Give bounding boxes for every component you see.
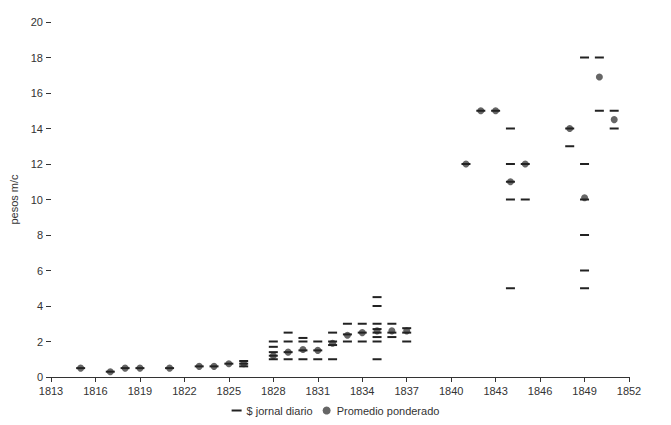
- svg-text:18: 18: [31, 52, 43, 64]
- svg-text:10: 10: [31, 194, 43, 206]
- svg-text:1846: 1846: [528, 385, 552, 397]
- svg-text:4: 4: [37, 300, 43, 312]
- svg-text:1852: 1852: [617, 385, 641, 397]
- svg-text:1849: 1849: [572, 385, 596, 397]
- svg-text:12: 12: [31, 158, 43, 170]
- svg-text:Promedio ponderado: Promedio ponderado: [337, 405, 440, 417]
- svg-text:1843: 1843: [483, 385, 507, 397]
- svg-text:1831: 1831: [306, 385, 330, 397]
- svg-text:14: 14: [31, 123, 43, 135]
- svg-text:1837: 1837: [394, 385, 418, 397]
- svg-text:1819: 1819: [128, 385, 152, 397]
- svg-text:8: 8: [37, 229, 43, 241]
- svg-text:0: 0: [37, 371, 43, 383]
- svg-text:2: 2: [37, 336, 43, 348]
- svg-text:1813: 1813: [39, 385, 63, 397]
- svg-text:16: 16: [31, 87, 43, 99]
- svg-text:6: 6: [37, 265, 43, 277]
- svg-text:1834: 1834: [350, 385, 374, 397]
- svg-text:1840: 1840: [439, 385, 463, 397]
- svg-text:20: 20: [31, 16, 43, 28]
- svg-text:1825: 1825: [217, 385, 241, 397]
- svg-text:1816: 1816: [83, 385, 107, 397]
- svg-text:pesos m/c: pesos m/c: [8, 174, 20, 225]
- svg-text:$ jornal diario: $ jornal diario: [247, 405, 313, 417]
- svg-text:1828: 1828: [261, 385, 285, 397]
- svg-text:1822: 1822: [172, 385, 196, 397]
